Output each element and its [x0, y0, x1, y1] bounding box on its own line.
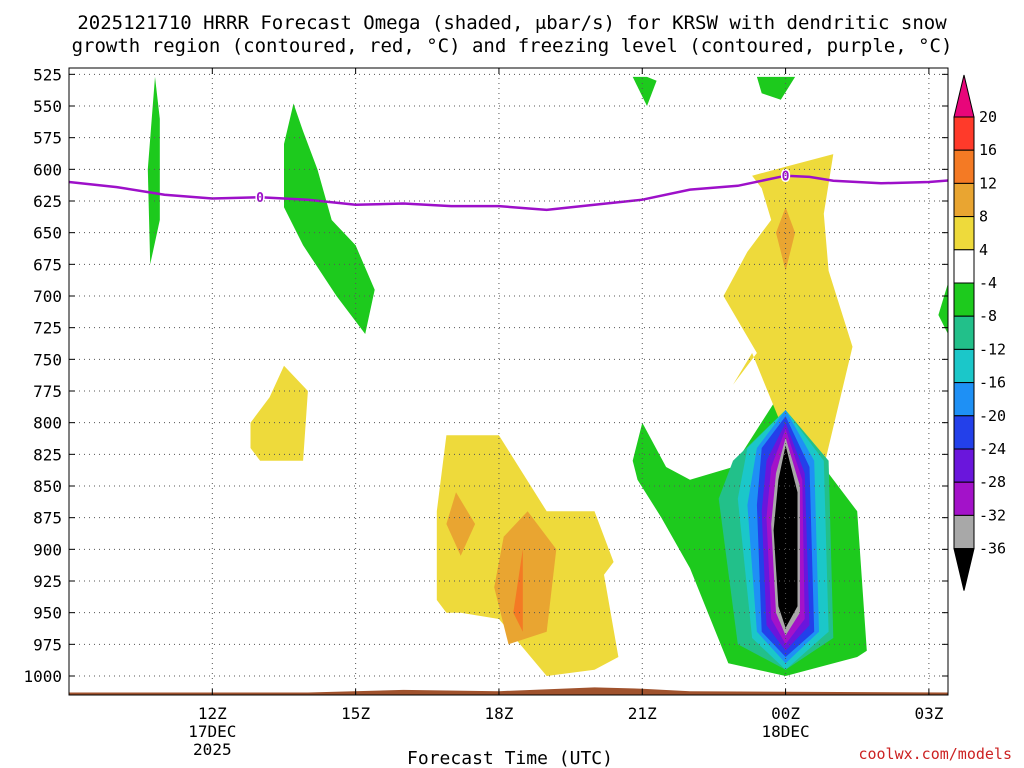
colorbar-band	[953, 514, 975, 550]
colorbar-label: -12	[979, 340, 1006, 358]
y-tick-label: 825	[33, 445, 62, 464]
colorbar-band	[953, 116, 975, 151]
omega-area-0	[147, 76, 160, 265]
y-tick-label: 875	[33, 509, 62, 528]
chart-title-line-1: 2025121710 HRRR Forecast Omega (shaded, …	[77, 12, 947, 34]
colorbar-label: -28	[979, 473, 1006, 491]
colorbar-band	[953, 382, 975, 417]
credit-text: coolwx.com/models	[858, 745, 1012, 763]
y-tick-label: 800	[33, 414, 62, 433]
colorbar-label: 16	[979, 141, 997, 159]
freezing-level-line	[69, 174, 948, 212]
colorbar-band	[953, 182, 975, 218]
y-tick-label: 550	[33, 97, 62, 116]
colorbar-label: 8	[979, 208, 988, 226]
colorbar-label: -8	[979, 307, 997, 325]
x-tick-label: 12Z	[198, 704, 227, 723]
x-tick-label: 18DEC	[761, 722, 809, 741]
x-tick-label: 2025	[193, 740, 232, 759]
colorbar-band	[953, 282, 975, 317]
chart-title-line-2: growth region (contoured, red, °C) and f…	[72, 35, 953, 57]
y-tick-label: 625	[33, 192, 62, 211]
x-tick-label: 18Z	[484, 704, 513, 723]
y-tick-label: 1000	[23, 667, 62, 686]
ground-strip	[69, 687, 948, 695]
omega-area-6	[250, 365, 308, 461]
colorbar-label: -20	[979, 407, 1006, 425]
colorbar-band	[953, 216, 975, 251]
omega-area-1	[284, 103, 375, 334]
colorbar-label: 4	[979, 241, 988, 259]
colorbar-band	[953, 348, 975, 384]
omega-area-20	[773, 445, 798, 628]
y-tick-label: 850	[33, 477, 62, 496]
omega-area-2	[632, 76, 657, 106]
colorbar-label: 12	[979, 174, 997, 192]
y-tick-label: 950	[33, 604, 62, 623]
x-axis-label: Forecast Time (UTC)	[407, 748, 613, 768]
colorbar-label: -36	[979, 540, 1006, 558]
y-tick-label: 900	[33, 540, 62, 559]
colorbar-band	[953, 448, 975, 483]
y-tick-label: 600	[33, 160, 62, 179]
y-tick-label: 750	[33, 350, 62, 369]
colorbar-label: -4	[979, 274, 997, 292]
colorbar-band	[953, 415, 975, 450]
y-tick-label: 575	[33, 129, 62, 148]
y-tick-label: 925	[33, 572, 62, 591]
colorbar-band	[953, 315, 975, 350]
colorbar: 20 16 12 8 4 -4 -8 -12 -16 -20 -24 -28 -32 -36	[953, 74, 1006, 591]
colorbar-label: -16	[979, 374, 1006, 392]
y-tick-label: 675	[33, 255, 62, 274]
freezing-level-label-0: 0	[256, 191, 264, 206]
x-tick-label: 21Z	[628, 704, 657, 723]
colorbar-bottom-arrow	[953, 548, 975, 591]
axes: 525 550 575 600 625 650 675 700 725 750 775 800 825 8…	[23, 65, 949, 759]
y-tick-label: 975	[33, 635, 62, 654]
omega-area-3	[756, 76, 796, 100]
colorbar-top-arrow	[953, 74, 975, 118]
omega-area-10	[446, 492, 476, 556]
colorbar-band	[953, 481, 975, 516]
colorbar-label: 20	[979, 108, 997, 126]
colorbar-band	[953, 149, 975, 184]
omega-area-8	[723, 154, 853, 467]
x-tick-label: 03Z	[914, 704, 943, 723]
y-tick-label: 650	[33, 224, 62, 243]
omega-area-12	[513, 549, 523, 632]
colorbar-label: -24	[979, 440, 1006, 458]
x-tick-label: 15Z	[341, 704, 370, 723]
plot-area: 00	[69, 76, 948, 695]
freezing-level-label-1: 0	[782, 170, 790, 185]
colorbar-band	[953, 249, 975, 284]
y-tick-label: 775	[33, 382, 62, 401]
colorbar-label: -32	[979, 506, 1006, 524]
x-tick-label: 00Z	[771, 704, 800, 723]
omega-area-4	[938, 283, 948, 334]
y-tick-label: 525	[33, 65, 62, 84]
y-tick-label: 700	[33, 287, 62, 306]
y-tick-label: 725	[33, 319, 62, 338]
plot-frame	[68, 67, 949, 696]
omega-area-11	[494, 511, 557, 645]
x-tick-label: 17DEC	[188, 722, 236, 741]
